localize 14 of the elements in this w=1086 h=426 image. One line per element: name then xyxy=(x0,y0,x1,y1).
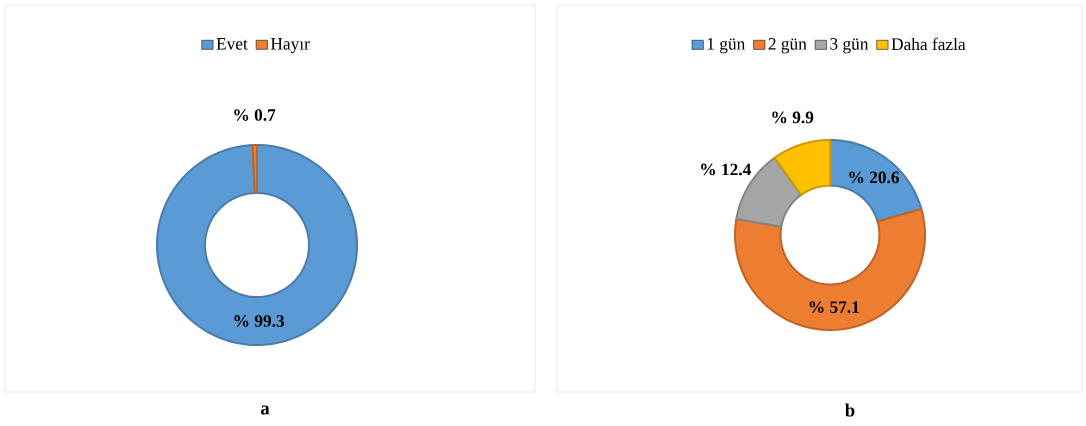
legend-label: 2 gün xyxy=(768,38,807,54)
legend-label: Daha fazla xyxy=(891,37,966,51)
data-label: % 12.4 xyxy=(701,163,751,176)
data-label: % 9.9 xyxy=(772,111,814,124)
legend-label: Hayır xyxy=(270,38,310,54)
text: a xyxy=(260,405,270,415)
data-label: % 0.7 xyxy=(234,109,276,121)
text: b xyxy=(845,403,855,417)
legend-label: 1 gün xyxy=(707,38,746,54)
data-label: % 20.6 xyxy=(849,171,900,184)
data-label: % 57.1 xyxy=(809,301,859,313)
legend-label: Evet xyxy=(216,38,248,50)
data-label: % 99.3 xyxy=(234,315,285,327)
legend-label: 3 gün xyxy=(830,38,869,54)
